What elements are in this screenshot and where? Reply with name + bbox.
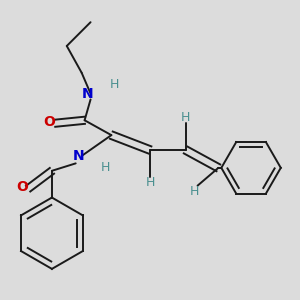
- Text: N: N: [82, 86, 93, 100]
- Text: H: H: [101, 161, 110, 174]
- Text: H: H: [181, 111, 190, 124]
- Text: H: H: [110, 78, 119, 91]
- Text: H: H: [190, 185, 199, 198]
- Text: O: O: [43, 115, 55, 129]
- Text: H: H: [145, 176, 155, 189]
- Text: N: N: [73, 149, 85, 163]
- Text: O: O: [16, 180, 28, 194]
